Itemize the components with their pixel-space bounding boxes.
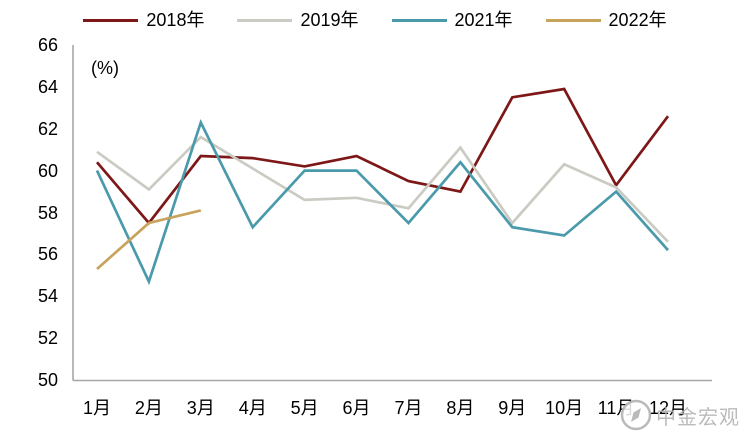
x-axis-tick-label: 9月 — [498, 398, 527, 418]
x-axis-tick-label: 2月 — [134, 398, 163, 418]
y-axis-tick-label: 54 — [37, 286, 58, 307]
legend-item-2022: 2022年 — [545, 10, 667, 30]
y-axis-tick-label: 64 — [37, 76, 58, 97]
x-axis-tick-label: 12月 — [648, 398, 687, 418]
y-axis-tick-label: 50 — [37, 370, 58, 390]
series-line-2019 — [96, 135, 669, 243]
legend-label: 2019年 — [300, 10, 359, 30]
watermark-text: 中金宏观 — [656, 406, 740, 429]
x-axis-tick-label: 1月 — [82, 398, 111, 418]
legend-label: 2021年 — [454, 10, 513, 30]
y-axis-tick-label: 60 — [37, 160, 58, 181]
legend-label: 2018年 — [146, 10, 205, 30]
y-axis-tick-label: 62 — [37, 118, 58, 139]
y-axis-tick-label: 52 — [37, 328, 58, 349]
legend-item-2018: 2018年 — [83, 11, 204, 29]
x-axis-tick-label: 4月 — [238, 398, 267, 418]
x-axis-tick-label: 6月 — [342, 398, 371, 418]
legend-item-2019: 2019年 — [237, 10, 359, 30]
y-axis-tick-label: 56 — [37, 244, 58, 265]
watermark: 中金宏观 — [619, 398, 740, 432]
legend: 2018年 2019年 2021年 2022年 — [0, 8, 750, 32]
x-axis-tick-label: 8月 — [446, 398, 475, 418]
x-axis-tick-label: 3月 — [186, 398, 215, 418]
legend-swatch — [237, 18, 293, 22]
compass-logo-icon — [620, 399, 652, 431]
x-axis-tick-label: 5月 — [290, 398, 319, 418]
y-axis-unit-label: (%) — [91, 58, 119, 78]
x-axis-tick-label: 10月 — [545, 398, 584, 418]
legend-swatch — [391, 18, 447, 22]
y-axis-tick-label: 58 — [37, 202, 58, 223]
y-axis-tick-label: 66 — [37, 35, 58, 55]
legend-item-2021: 2021年 — [391, 10, 513, 30]
legend-swatch — [83, 18, 139, 22]
series-line-2021 — [95, 118, 670, 286]
legend-label: 2022年 — [608, 10, 667, 30]
series-line-2022 — [96, 209, 202, 271]
legend-swatch — [545, 18, 601, 22]
x-axis-tick-label: 7月 — [394, 398, 423, 418]
series-line-2018 — [95, 87, 670, 226]
